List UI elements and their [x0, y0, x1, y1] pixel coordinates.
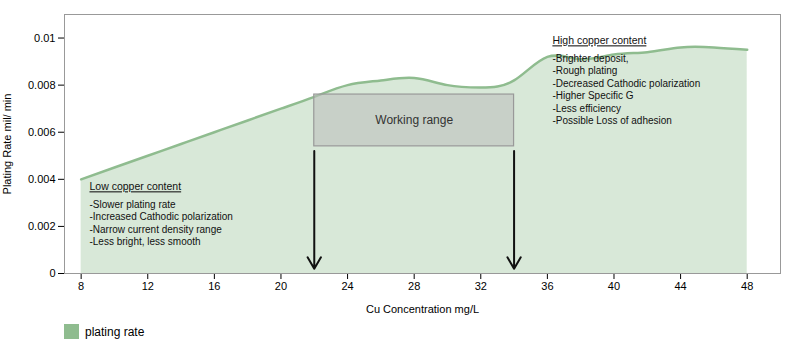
svg-text:36: 36	[541, 280, 553, 292]
svg-text:40: 40	[608, 280, 620, 292]
svg-text:28: 28	[408, 280, 420, 292]
svg-text:-Brighter deposit,-Rough plati: -Brighter deposit,-Rough plating-Decreas…	[552, 53, 700, 127]
svg-text:16: 16	[208, 280, 220, 292]
svg-text:High copper content: High copper content	[552, 34, 646, 46]
svg-text:0: 0	[49, 267, 55, 279]
svg-text:0.01: 0.01	[34, 32, 55, 44]
svg-text:Plating Rate mil/ min: Plating Rate mil/ min	[1, 94, 13, 195]
svg-text:8: 8	[78, 280, 84, 292]
svg-text:0.002: 0.002	[28, 220, 56, 232]
svg-text:Low copper content: Low copper content	[89, 180, 181, 192]
svg-text:Cu Concentration mg/L: Cu Concentration mg/L	[366, 303, 479, 315]
svg-text:0.008: 0.008	[28, 79, 56, 91]
svg-text:Working range: Working range	[375, 113, 453, 127]
svg-text:32: 32	[475, 280, 487, 292]
svg-text:12: 12	[142, 280, 154, 292]
html-text:plating rate: plating rate	[85, 324, 145, 339]
svg-text:20: 20	[275, 280, 287, 292]
svg-text:44: 44	[674, 280, 686, 292]
svg-text:0.004: 0.004	[28, 173, 56, 185]
svg-text:0.006: 0.006	[28, 126, 56, 138]
svg-text:-Slower plating rate-Increased: -Slower plating rate-Increased Cathodic …	[89, 199, 232, 248]
svg-text:24: 24	[341, 280, 353, 292]
svg-text:48: 48	[741, 280, 753, 292]
